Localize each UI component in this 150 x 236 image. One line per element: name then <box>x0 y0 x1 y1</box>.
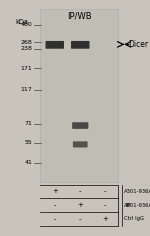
Text: 71: 71 <box>24 121 32 126</box>
Text: 171: 171 <box>21 66 32 71</box>
Text: IP: IP <box>125 202 130 208</box>
Text: Ctrl IgG: Ctrl IgG <box>124 216 144 221</box>
Text: -: - <box>54 202 56 208</box>
Text: A301-936A-5: A301-936A-5 <box>124 202 150 208</box>
Text: 460: 460 <box>21 22 32 27</box>
Text: 55: 55 <box>24 140 32 145</box>
Text: +: + <box>102 216 108 222</box>
Text: 41: 41 <box>24 160 32 165</box>
Text: 117: 117 <box>21 87 32 92</box>
FancyBboxPatch shape <box>71 41 90 49</box>
Text: -: - <box>54 216 56 222</box>
Text: IP/WB: IP/WB <box>67 12 91 21</box>
FancyBboxPatch shape <box>72 122 88 129</box>
FancyBboxPatch shape <box>73 141 88 148</box>
Text: Dicer: Dicer <box>129 40 149 49</box>
Text: -: - <box>104 202 106 208</box>
Text: +: + <box>77 202 83 208</box>
Bar <box>40 9 118 182</box>
Text: -: - <box>104 188 106 194</box>
Text: -: - <box>79 188 81 194</box>
Text: kDa: kDa <box>15 19 28 25</box>
Text: +: + <box>52 188 58 194</box>
Text: 238: 238 <box>20 46 32 51</box>
FancyBboxPatch shape <box>46 41 64 49</box>
Text: 268: 268 <box>21 40 32 45</box>
Text: A301-936A-4: A301-936A-4 <box>124 189 150 194</box>
Text: -: - <box>79 216 81 222</box>
